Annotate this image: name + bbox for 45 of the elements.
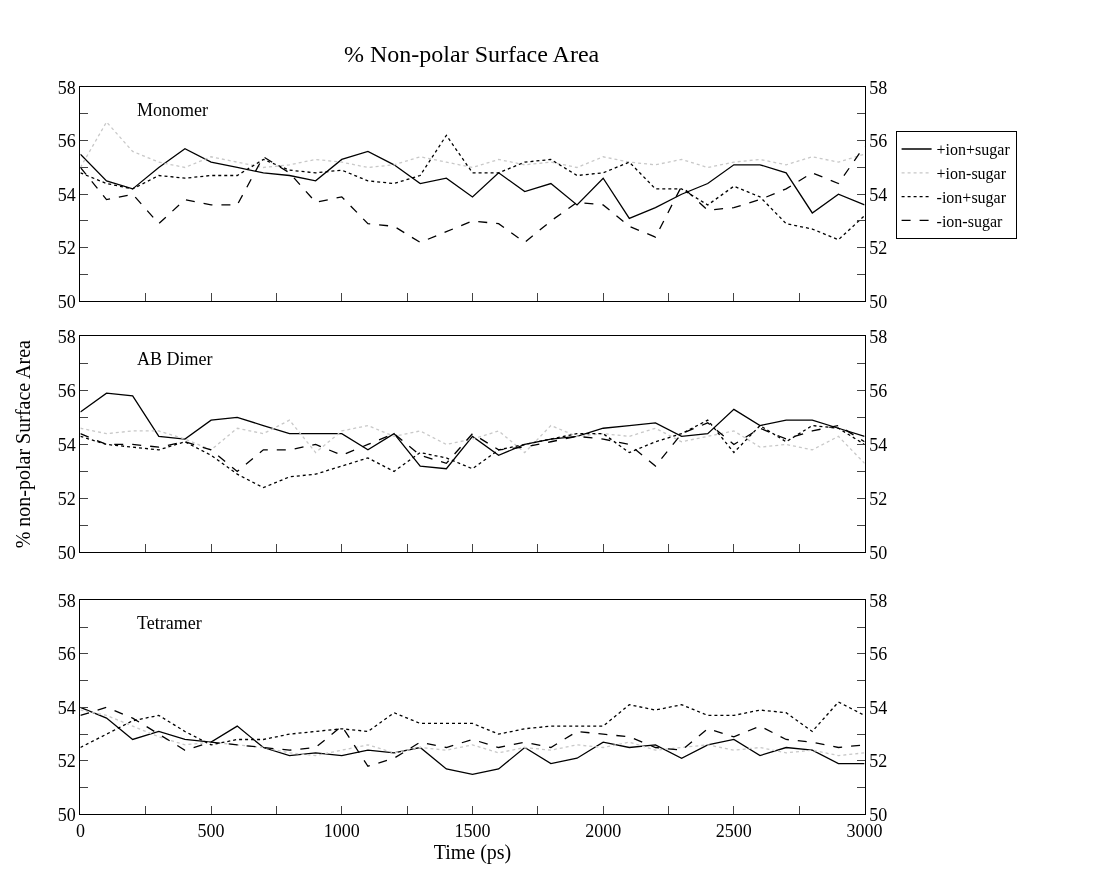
y-tick-label: 58 bbox=[57, 590, 76, 611]
x-tick-label: 500 bbox=[197, 821, 225, 841]
y-tick-label: 52 bbox=[57, 751, 76, 772]
y2-tick-label: 52 bbox=[869, 751, 888, 772]
y-tick-label: 56 bbox=[57, 131, 76, 152]
x-tick-label: 2500 bbox=[715, 821, 752, 841]
y-tick-label: 54 bbox=[57, 434, 76, 455]
y2-tick-label: 54 bbox=[869, 697, 888, 718]
y2-tick-label: 58 bbox=[869, 326, 888, 347]
y2-tick-label: 58 bbox=[869, 77, 888, 98]
x-tick-label: 2000 bbox=[585, 821, 622, 841]
y-tick-label: 52 bbox=[57, 238, 76, 259]
y2-tick-label: 58 bbox=[869, 590, 888, 611]
y-tick-label: 52 bbox=[57, 488, 76, 509]
y-tick-label: 50 bbox=[57, 542, 76, 563]
y2-tick-label: 54 bbox=[869, 434, 888, 455]
y-tick-label: 56 bbox=[57, 380, 76, 401]
annotation: Monomer bbox=[137, 100, 208, 120]
y2-tick-label: 52 bbox=[869, 238, 888, 259]
y-tick-label: 58 bbox=[57, 326, 76, 347]
annotation: Tetramer bbox=[137, 613, 202, 633]
x-tick-label: 1000 bbox=[323, 821, 360, 841]
y-tick-label: 56 bbox=[57, 644, 76, 665]
y2-tick-label: 54 bbox=[869, 184, 888, 205]
annotation: AB Dimer bbox=[137, 349, 213, 369]
y2-tick-label: 50 bbox=[869, 542, 888, 563]
y-tick-label: 54 bbox=[57, 184, 76, 205]
y-tick-label: 50 bbox=[57, 804, 76, 825]
y2-tick-label: 52 bbox=[869, 488, 888, 509]
y2-tick-label: 56 bbox=[869, 380, 888, 401]
y-tick-label: 50 bbox=[57, 291, 76, 312]
x-tick-label: 0 bbox=[75, 821, 85, 841]
x-tick-label: 1500 bbox=[454, 821, 491, 841]
y-axis-title: % non-polar Surface Area bbox=[12, 339, 36, 549]
x-axis-title: Time (ps) bbox=[433, 841, 512, 864]
y2-tick-label: 56 bbox=[869, 644, 888, 665]
y-tick-label: 54 bbox=[57, 697, 76, 718]
legend-label: +ion-sugar bbox=[936, 165, 1007, 184]
y-tick-label: 58 bbox=[57, 77, 76, 98]
legend-label: +ion+sugar bbox=[936, 141, 1011, 160]
y2-tick-label: 56 bbox=[869, 131, 888, 152]
legend-label: -ion-sugar bbox=[936, 212, 1004, 231]
chart-title: % Non-polar Surface Area bbox=[344, 41, 600, 67]
legend-label: -ion+sugar bbox=[936, 188, 1007, 207]
y2-tick-label: 50 bbox=[869, 291, 888, 312]
